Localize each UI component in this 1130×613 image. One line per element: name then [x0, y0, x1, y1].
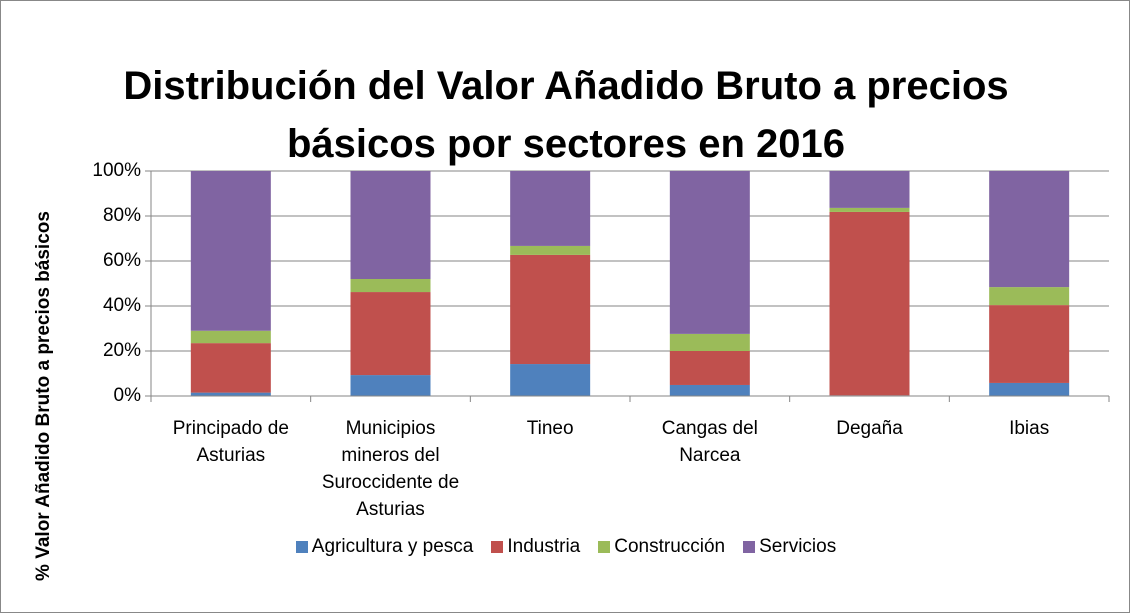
legend-label: Industria: [507, 536, 581, 557]
legend-label: Construcción: [614, 536, 726, 557]
bar-segment: [829, 211, 910, 396]
legend-label: Agricultura y pesca: [311, 536, 474, 557]
bar-segment: [989, 382, 1070, 396]
x-tick-label: Cangas del Narcea: [661, 418, 758, 466]
bar-segment: [510, 171, 591, 246]
bar-segment: [190, 343, 271, 393]
y-tick-label: 60%: [103, 250, 141, 271]
y-tick-label: 20%: [103, 340, 141, 361]
legend-swatch: [491, 541, 504, 553]
y-tick-label: 80%: [103, 205, 141, 226]
legend-swatch: [295, 541, 308, 553]
bar-segment: [190, 330, 271, 344]
y-tick-label: 0%: [114, 385, 142, 406]
legend-item: Industria: [491, 536, 580, 558]
bar-segment: [350, 279, 431, 293]
bar-segment: [829, 171, 910, 208]
chart-title: Distribución del Valor Añadido Bruto a p…: [123, 64, 1009, 166]
x-tick-label: Tineo: [526, 418, 574, 439]
bar-segment: [350, 375, 431, 396]
x-tick-label: Municipios mineros del Suroccidente de A…: [321, 418, 460, 520]
bar-segment: [190, 392, 271, 396]
legend-swatch: [743, 541, 756, 553]
bar-segment: [350, 171, 431, 279]
bar-segment: [669, 171, 750, 334]
bar-segment: [510, 245, 591, 255]
legend-item: Construcción: [598, 536, 725, 558]
bar-segment: [190, 171, 271, 331]
legend-swatch: [598, 541, 611, 553]
bar-segment: [669, 351, 750, 385]
bar-segment: [510, 364, 591, 396]
legend-item: Agricultura y pesca: [295, 536, 474, 558]
bar-segment: [350, 292, 431, 376]
bar-segment: [510, 254, 591, 365]
bar-segment: [989, 287, 1070, 306]
legend-label: Servicios: [759, 536, 837, 557]
x-tick-label: Degaña: [836, 418, 903, 439]
bar-segment: [989, 305, 1070, 383]
x-tick-label: Ibias: [1009, 418, 1050, 439]
bar-segment: [669, 333, 750, 351]
y-tick-label: 100%: [92, 160, 141, 181]
y-tick-label: 40%: [103, 295, 141, 316]
bar-segment: [989, 171, 1070, 288]
bar-segment: [829, 207, 910, 212]
bar-segment: [669, 384, 750, 396]
legend-item: Servicios: [743, 536, 836, 558]
x-tick-label: Principado de Asturias: [172, 418, 289, 466]
legend: Agricultura y pesca Industria Construcción…: [1, 536, 1129, 558]
